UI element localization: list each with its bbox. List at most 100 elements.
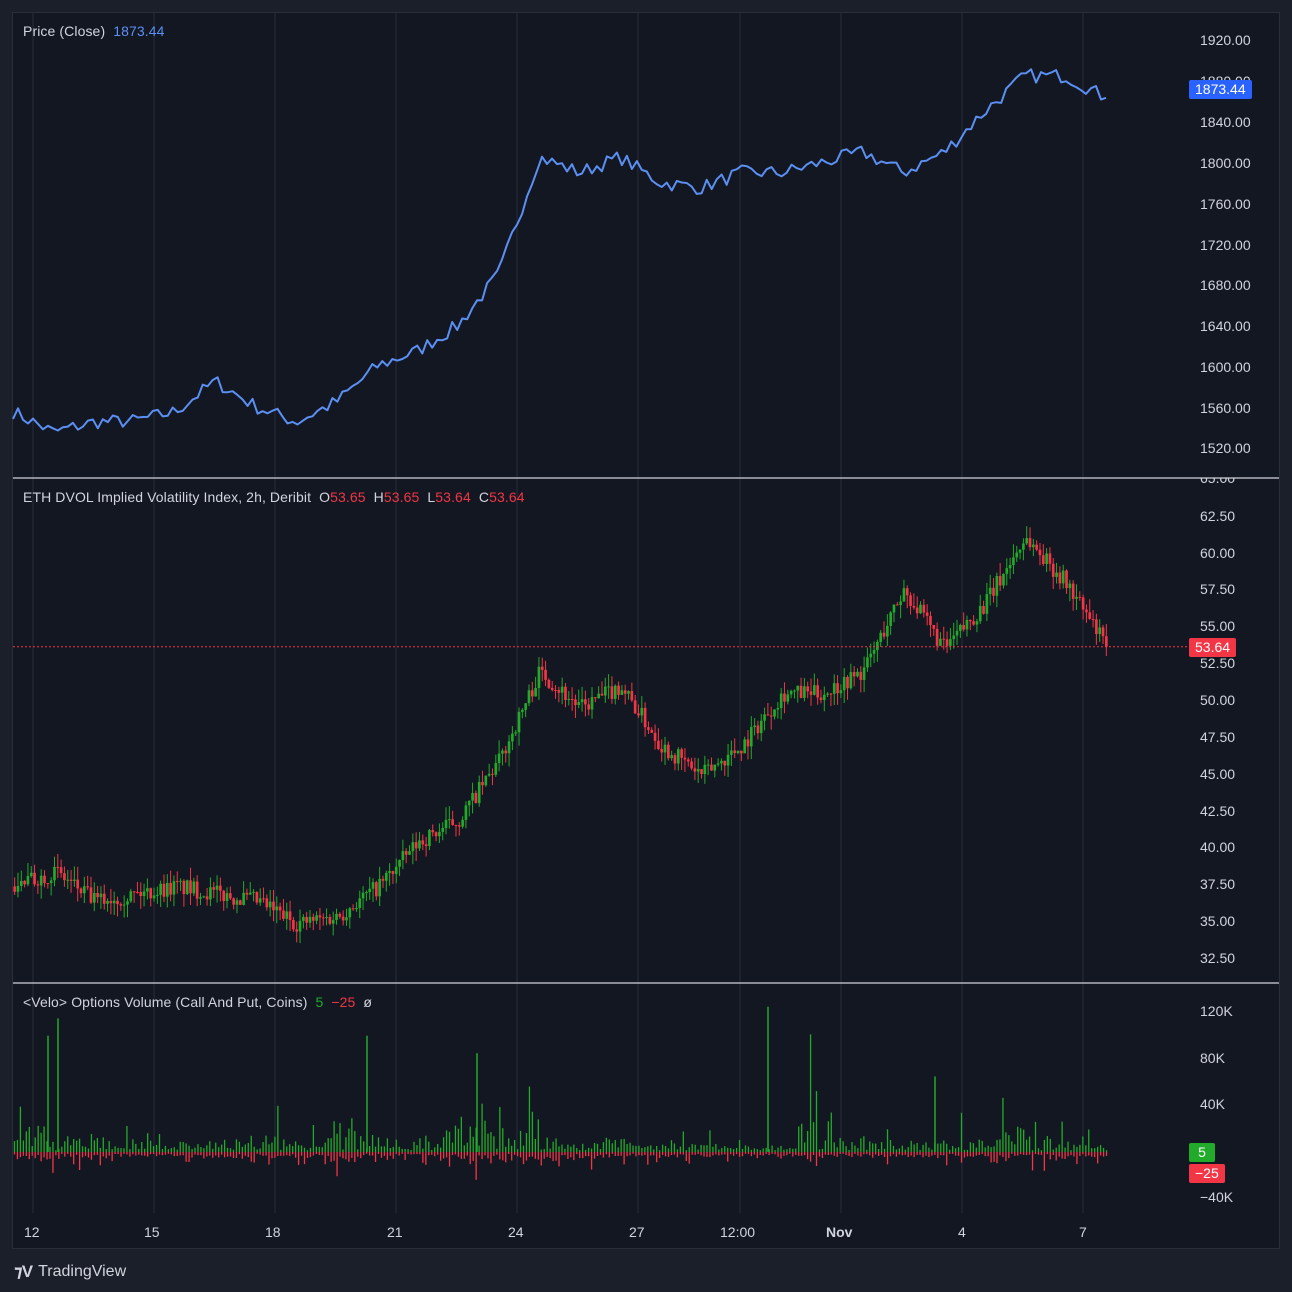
dvol-legend: ETH DVOL Implied Volatility Index, 2h, D… — [23, 489, 529, 505]
dvol-candle-body — [73, 879, 76, 881]
volume-axis-tick: 80K — [1200, 1050, 1225, 1066]
dvol-candle-body — [165, 882, 169, 897]
dvol-candle-body — [285, 911, 289, 919]
dvol-candle-body — [185, 880, 189, 894]
dvol-candle-body — [962, 624, 965, 630]
dvol-candle-body — [617, 685, 620, 695]
dvol-candle-body — [1068, 583, 1072, 589]
dvol-candle-body — [302, 916, 305, 921]
dvol-candle-body — [743, 739, 746, 754]
dvol-candle-body — [557, 690, 561, 693]
dvol-candle-body — [1025, 538, 1029, 544]
dvol-candle-body — [457, 825, 461, 827]
dvol-candle-body — [945, 639, 949, 646]
dvol-candle-body — [869, 653, 873, 658]
price-axis-tick: 1640.00 — [1200, 318, 1251, 334]
dvol-candle-body — [321, 917, 325, 919]
dvol-candle-body — [726, 754, 730, 766]
dvol-candle-body — [388, 871, 391, 873]
dvol-candle-body — [175, 881, 179, 883]
dvol-axis-tick: 57.50 — [1200, 581, 1236, 597]
dvol-candle-body — [524, 703, 527, 710]
dvol-candle-body — [1075, 596, 1078, 599]
dvol-axis-tick: 35.00 — [1200, 913, 1236, 929]
dvol-candle-body — [521, 709, 524, 712]
time-axis-label: 12 — [24, 1224, 40, 1240]
dvol-candle-body — [248, 892, 252, 895]
dvol-candle-body — [49, 880, 53, 884]
dvol-candle-body — [1032, 544, 1035, 548]
dvol-candle-body — [394, 866, 398, 875]
dvol-candle-body — [1012, 557, 1015, 566]
dvol-candle-body — [978, 605, 982, 622]
dvol-candle-body — [1038, 549, 1042, 556]
time-axis-label: 24 — [508, 1224, 524, 1240]
dvol-candle-body — [142, 891, 146, 897]
dvol-candle-body — [773, 709, 776, 717]
dvol-candle-body — [839, 690, 843, 694]
dvol-candle-body — [272, 901, 275, 911]
dvol-candle-body — [939, 638, 942, 646]
dvol-candle-body — [756, 725, 760, 734]
dvol-candle-body — [537, 666, 541, 688]
dvol-candle-body — [43, 875, 46, 884]
dvol-candle-body — [434, 832, 438, 837]
dvol-axis-tick: 42.50 — [1200, 803, 1236, 819]
dvol-candle-body — [1041, 555, 1045, 565]
dvol-candle-body — [690, 761, 693, 769]
dvol-candle-body — [398, 860, 401, 867]
dvol-low-value: 53.64 — [435, 489, 471, 505]
dvol-axis-tick: 37.50 — [1200, 876, 1236, 892]
dvol-candle-body — [620, 690, 624, 695]
dvol-axis-tick: 47.50 — [1200, 729, 1236, 745]
dvol-candle-body — [905, 588, 909, 596]
dvol-candle-body — [112, 900, 116, 904]
dvol-candle-body — [982, 605, 985, 614]
dvol-axis-tick: 60.00 — [1200, 545, 1236, 561]
dvol-candle-body — [633, 700, 637, 714]
dvol-candle-body — [1051, 563, 1055, 577]
dvol-candle-body — [759, 720, 763, 734]
volume-legend: <Velo> Options Volume (Call And Put, Coi… — [23, 994, 376, 1010]
dvol-candle-body — [793, 690, 796, 692]
dvol-candle-body — [238, 900, 242, 905]
dvol-candle-body — [232, 898, 235, 905]
time-axis-label: 12:00 — [720, 1224, 756, 1240]
dvol-candle-body — [205, 896, 209, 900]
dvol-candle-body — [736, 750, 740, 754]
dvol-candle-body — [341, 916, 345, 921]
dvol-candle-body — [584, 699, 587, 705]
dvol-candle-body — [129, 891, 133, 902]
dvol-candle-body — [126, 901, 129, 905]
dvol-candle-body — [647, 727, 650, 730]
dvol-candle-body — [829, 693, 833, 695]
dvol-candle-body — [637, 713, 640, 716]
price-axis-tick: 1840.00 — [1200, 114, 1251, 130]
dvol-candle-body — [1058, 572, 1062, 584]
dvol-candle-body — [693, 768, 697, 772]
dvol-candle-body — [517, 711, 521, 733]
dvol-candle-body — [202, 896, 206, 898]
dvol-candle-body — [803, 686, 806, 698]
dvol-candle-body — [471, 792, 474, 801]
dvol-candle-body — [1071, 583, 1075, 599]
dvol-candle-body — [872, 650, 876, 654]
volume-call-tag: 5 — [1189, 1143, 1215, 1162]
price-axis-tick: 1720.00 — [1200, 237, 1251, 253]
dvol-candle-body — [255, 891, 259, 903]
dvol-open-label: O — [319, 489, 331, 505]
tradingview-brand[interactable]: ⁊V TradingView — [14, 1262, 126, 1282]
dvol-candle-body — [925, 612, 929, 616]
dvol-candle-body — [935, 628, 939, 646]
dvol-candle-body — [859, 671, 863, 680]
dvol-candle-body — [79, 888, 83, 894]
dvol-candle-body — [474, 792, 478, 804]
dvol-candle-body — [444, 819, 448, 829]
dvol-candle-body — [507, 741, 511, 754]
dvol-candle-body — [83, 886, 86, 894]
dvol-candle-body — [122, 904, 126, 906]
price-axis-tick: 1920.00 — [1200, 32, 1251, 48]
dvol-candle-body — [39, 875, 43, 886]
dvol-candle-body — [46, 883, 50, 885]
